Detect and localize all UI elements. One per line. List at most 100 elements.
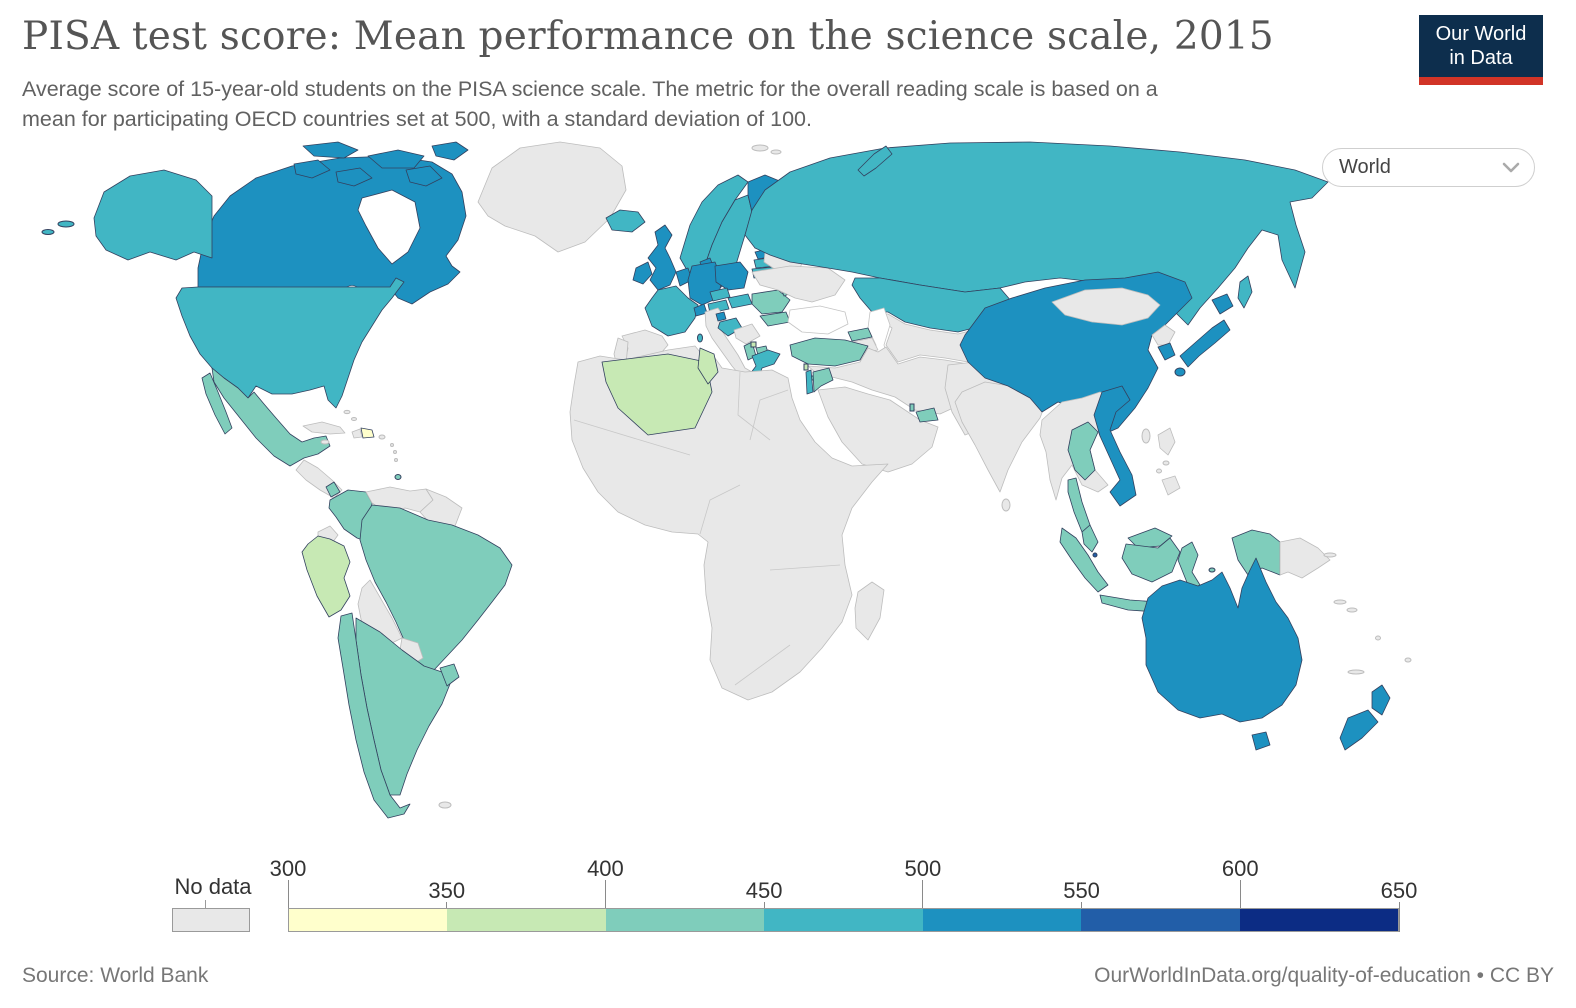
map-region-vanuatu[interactable] bbox=[1375, 635, 1381, 641]
map-region-baja[interactable] bbox=[201, 372, 233, 435]
map-region-greenland[interactable] bbox=[477, 141, 627, 253]
map-region-kosovo[interactable] bbox=[750, 341, 757, 348]
map-region-canada-island[interactable] bbox=[302, 141, 359, 159]
africa-internal-borders bbox=[573, 371, 841, 686]
map-region-costa-rica[interactable] bbox=[325, 481, 341, 498]
map-region-lebanon[interactable] bbox=[803, 363, 809, 371]
map-region-peru[interactable] bbox=[301, 535, 351, 618]
map-region-united-kingdom[interactable] bbox=[647, 224, 677, 291]
map-region-bahamas[interactable] bbox=[351, 417, 357, 421]
map-region-japan-hokkaido[interactable] bbox=[1211, 293, 1234, 315]
map-region-madagascar[interactable] bbox=[854, 581, 885, 641]
map-region-slovenia[interactable] bbox=[715, 311, 727, 322]
map-region-north-korea[interactable] bbox=[1151, 324, 1176, 346]
map-region-lesser-antilles[interactable] bbox=[394, 458, 398, 462]
map-region-mexico[interactable] bbox=[211, 367, 331, 467]
legend-bin-500-550[interactable] bbox=[922, 909, 1082, 931]
map-region-serbia-bosnia[interactable] bbox=[733, 323, 761, 345]
legend-bin-400-450[interactable] bbox=[605, 909, 765, 931]
map-region-nz-north[interactable] bbox=[1371, 684, 1391, 716]
map-region-hungary-slovakia[interactable] bbox=[727, 293, 753, 309]
map-region-georgia[interactable] bbox=[847, 327, 873, 342]
map-region-puerto-rico[interactable] bbox=[378, 434, 386, 440]
map-region-canada-island[interactable] bbox=[431, 141, 469, 161]
map-region-ireland[interactable] bbox=[632, 261, 653, 285]
map-region-sumatra[interactable] bbox=[1059, 527, 1109, 593]
map-region-kalimantan[interactable] bbox=[1121, 537, 1181, 583]
legend-bin-600-650[interactable] bbox=[1239, 909, 1398, 931]
map-region-algeria[interactable] bbox=[601, 353, 713, 436]
map-region-lesser-antilles[interactable] bbox=[393, 450, 397, 454]
map-region-papua-new-guinea[interactable] bbox=[1279, 537, 1331, 579]
map-region-fiji[interactable] bbox=[1404, 657, 1412, 663]
map-region-malaysia-peninsula[interactable] bbox=[1081, 524, 1099, 553]
map-region-australia[interactable] bbox=[1141, 557, 1303, 723]
map-region-qatar[interactable] bbox=[909, 403, 915, 412]
map-region-united-states[interactable] bbox=[175, 277, 405, 409]
map-region-svalbard[interactable] bbox=[770, 149, 782, 155]
map-region-canada-island[interactable] bbox=[405, 165, 443, 187]
map-region-lesser-antilles[interactable] bbox=[390, 443, 394, 447]
map-region-canada-island[interactable] bbox=[293, 159, 331, 179]
map-region-ukraine[interactable] bbox=[751, 265, 846, 303]
map-region-canada-island[interactable] bbox=[367, 149, 425, 169]
map-region-singapore[interactable] bbox=[1092, 552, 1098, 558]
footer: Source: World Bank OurWorldInData.org/qu… bbox=[0, 964, 1576, 988]
map-region-alaska[interactable] bbox=[93, 169, 213, 261]
map-region-brazil[interactable] bbox=[359, 504, 513, 675]
map-region-new-britain[interactable] bbox=[1323, 552, 1337, 558]
map-region-poland[interactable] bbox=[714, 261, 749, 291]
map-region-corsica[interactable] bbox=[697, 333, 703, 343]
map-region-nz-south[interactable] bbox=[1339, 709, 1379, 751]
map-region-bahamas[interactable] bbox=[343, 409, 351, 415]
map-region-aleutians[interactable] bbox=[41, 229, 55, 235]
map-region-taiwan[interactable] bbox=[1141, 428, 1151, 444]
map-region-solomons[interactable] bbox=[1346, 607, 1358, 613]
map-region-haiti[interactable] bbox=[351, 428, 363, 439]
map-region-uruguay[interactable] bbox=[439, 663, 460, 687]
map-region-mindanao[interactable] bbox=[1161, 475, 1181, 496]
attribution-link[interactable]: OurWorldInData.org/quality-of-education … bbox=[1094, 964, 1554, 987]
map-region-aleutians[interactable] bbox=[57, 220, 75, 228]
map-region-france[interactable] bbox=[644, 285, 699, 337]
map-region-mongolia[interactable] bbox=[1051, 287, 1161, 326]
map-region-iceland[interactable] bbox=[605, 209, 646, 233]
map-region-israel[interactable] bbox=[805, 369, 814, 395]
map-region-trinidad[interactable] bbox=[394, 474, 402, 480]
map-region-tunisia[interactable] bbox=[697, 347, 719, 385]
map-region-tasmania[interactable] bbox=[1251, 731, 1271, 751]
map-region-sri-lanka[interactable] bbox=[1001, 498, 1011, 512]
legend-bin-350-400[interactable] bbox=[447, 909, 606, 931]
legend-no-data-swatch[interactable] bbox=[172, 908, 250, 932]
legend-bin-300-350[interactable] bbox=[289, 909, 448, 931]
map-region-czechia[interactable] bbox=[709, 287, 731, 302]
map-region-svalbard[interactable] bbox=[751, 144, 769, 152]
map-region-dominican-republic[interactable] bbox=[360, 427, 375, 439]
map-region-canada-island[interactable] bbox=[335, 167, 373, 187]
map-region-sakhalin[interactable] bbox=[1237, 275, 1253, 309]
map-region-turkey[interactable] bbox=[789, 337, 869, 367]
map-region-chile[interactable] bbox=[337, 612, 411, 819]
map-region-jamaica[interactable] bbox=[320, 439, 330, 445]
map-region-maluku[interactable] bbox=[1208, 567, 1216, 573]
map-region-canada[interactable] bbox=[197, 155, 467, 305]
map-region-visayas[interactable] bbox=[1156, 468, 1162, 474]
region-selector-dropdown[interactable]: World bbox=[1322, 148, 1535, 187]
map-region-falklands[interactable] bbox=[438, 801, 452, 809]
map-region-japan-honshu[interactable] bbox=[1179, 319, 1231, 368]
map-region-thailand[interactable] bbox=[1067, 421, 1099, 481]
legend-bin-450-500[interactable] bbox=[764, 909, 923, 931]
map-region-luzon[interactable] bbox=[1157, 427, 1176, 456]
map-region-solomons[interactable] bbox=[1333, 599, 1347, 605]
map-region-japan-kyushu[interactable] bbox=[1174, 367, 1186, 377]
map-region-vietnam[interactable] bbox=[1093, 385, 1137, 507]
legend-bin-550-600[interactable] bbox=[1081, 909, 1240, 931]
map-region-uae[interactable] bbox=[915, 407, 939, 423]
map-region-south-korea[interactable] bbox=[1157, 342, 1176, 361]
map-region-novaya-zemlya[interactable] bbox=[857, 145, 893, 177]
map-region-new-caledonia[interactable] bbox=[1347, 669, 1365, 675]
map-region-visayas[interactable] bbox=[1162, 460, 1170, 466]
map-region-jordan[interactable] bbox=[812, 367, 834, 393]
map-region-cuba[interactable] bbox=[302, 421, 346, 435]
map-region-arabian-peninsula[interactable] bbox=[817, 386, 939, 473]
